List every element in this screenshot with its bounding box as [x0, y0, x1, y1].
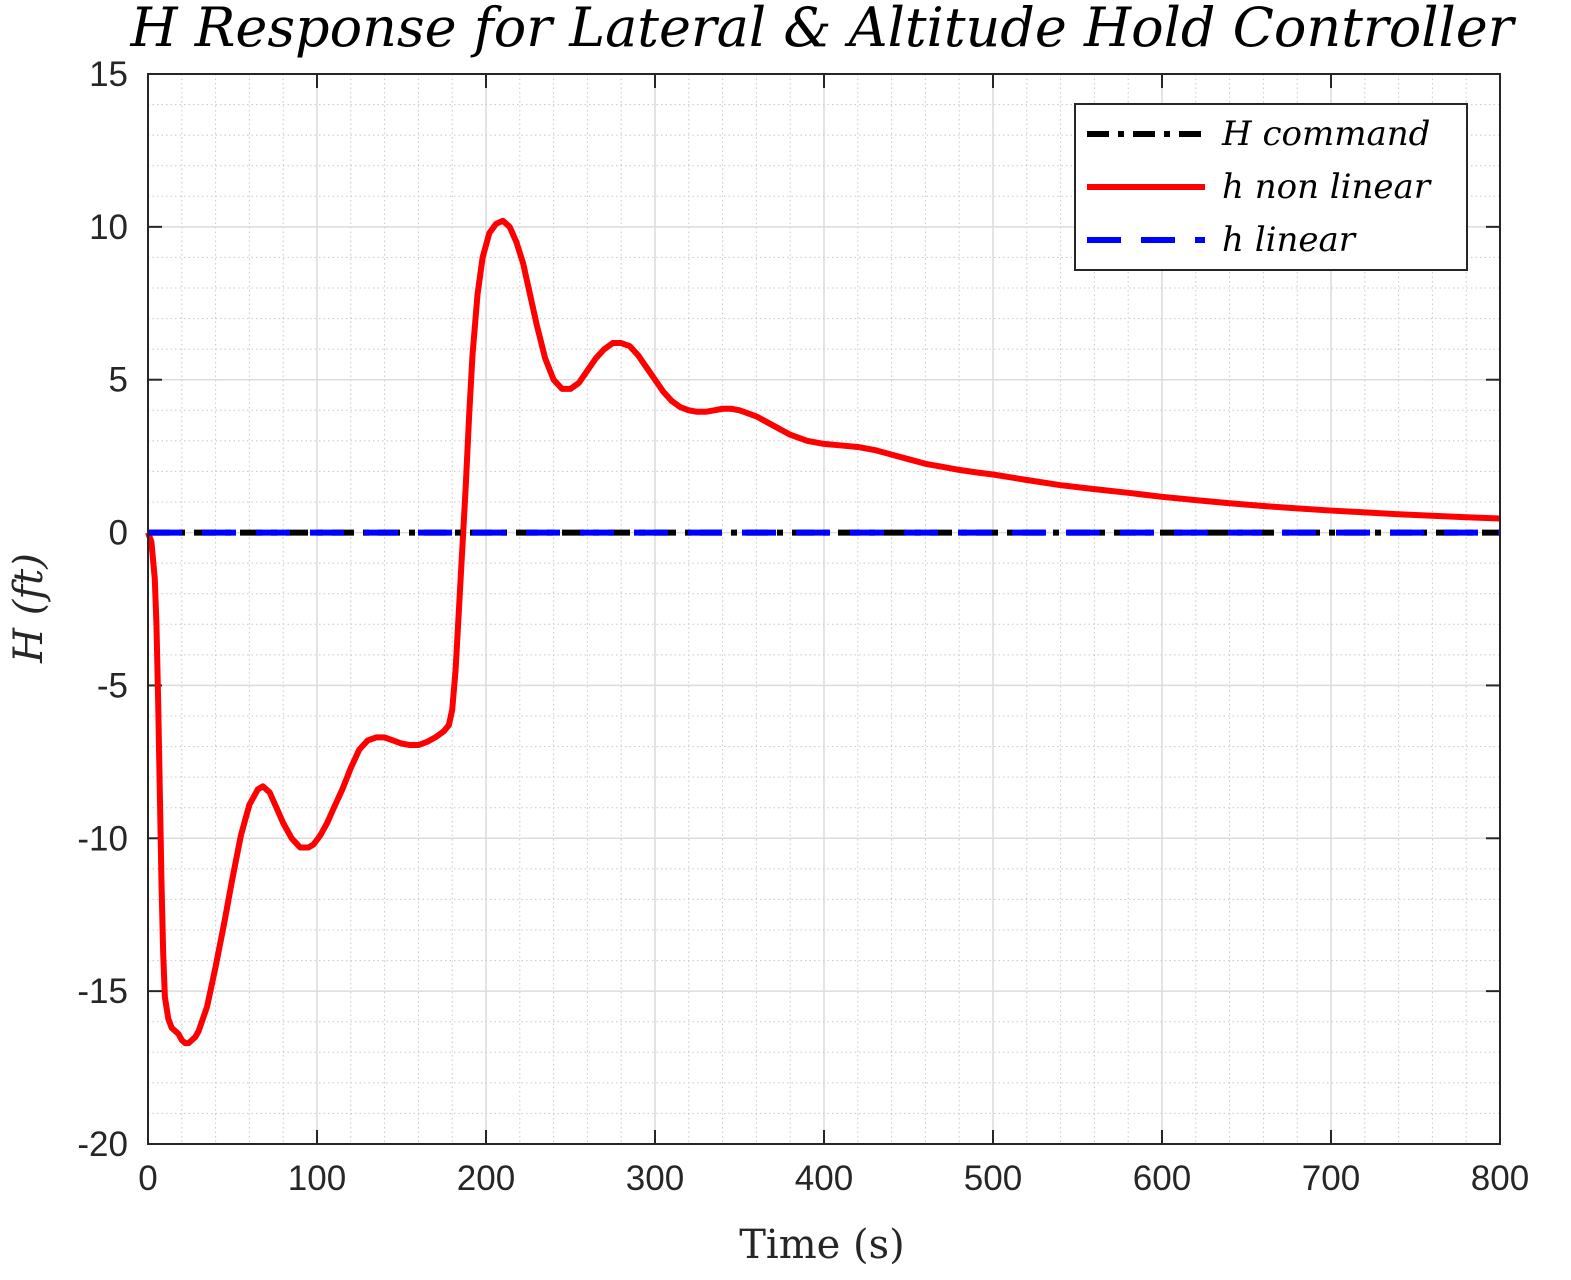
plot-series [145, 217, 1501, 1047]
x-tick-label: 500 [964, 1159, 1022, 1198]
y-tick-label: -15 [77, 972, 128, 1011]
legend: H command h non linear h linear [1074, 103, 1468, 271]
chart-title: H Response for Lateral & Altitude Hold C… [129, 0, 1516, 59]
x-tick-label: 300 [626, 1159, 684, 1198]
y-tick-label: -10 [77, 819, 128, 858]
y-tick-label: 0 [109, 514, 128, 553]
y-tick-label: 10 [89, 208, 128, 247]
series-line-h-non-linear [145, 217, 1501, 1047]
grid [147, 73, 1501, 1145]
legend-label: H command [1221, 114, 1430, 154]
x-tick-label: 100 [288, 1159, 346, 1198]
axes-box [147, 73, 1501, 1145]
x-tick-label: 600 [1133, 1159, 1191, 1198]
x-tick-label: 0 [138, 1159, 157, 1198]
y-axis-label: H (ft) [6, 553, 52, 664]
legend-label: h linear [1222, 220, 1357, 260]
y-tick-label: -20 [77, 1125, 128, 1164]
x-tick-label: 200 [457, 1159, 515, 1198]
x-tick-label: 800 [1471, 1159, 1529, 1198]
x-axis-label: Time (s) [739, 1222, 905, 1268]
y-tick-label: 15 [89, 55, 128, 94]
y-tick-label: -5 [97, 666, 128, 705]
legend-label: h non linear [1222, 167, 1432, 207]
x-tick-label: 700 [1302, 1159, 1360, 1198]
x-tick-label: 400 [795, 1159, 853, 1198]
y-tick-label: 5 [109, 361, 128, 400]
